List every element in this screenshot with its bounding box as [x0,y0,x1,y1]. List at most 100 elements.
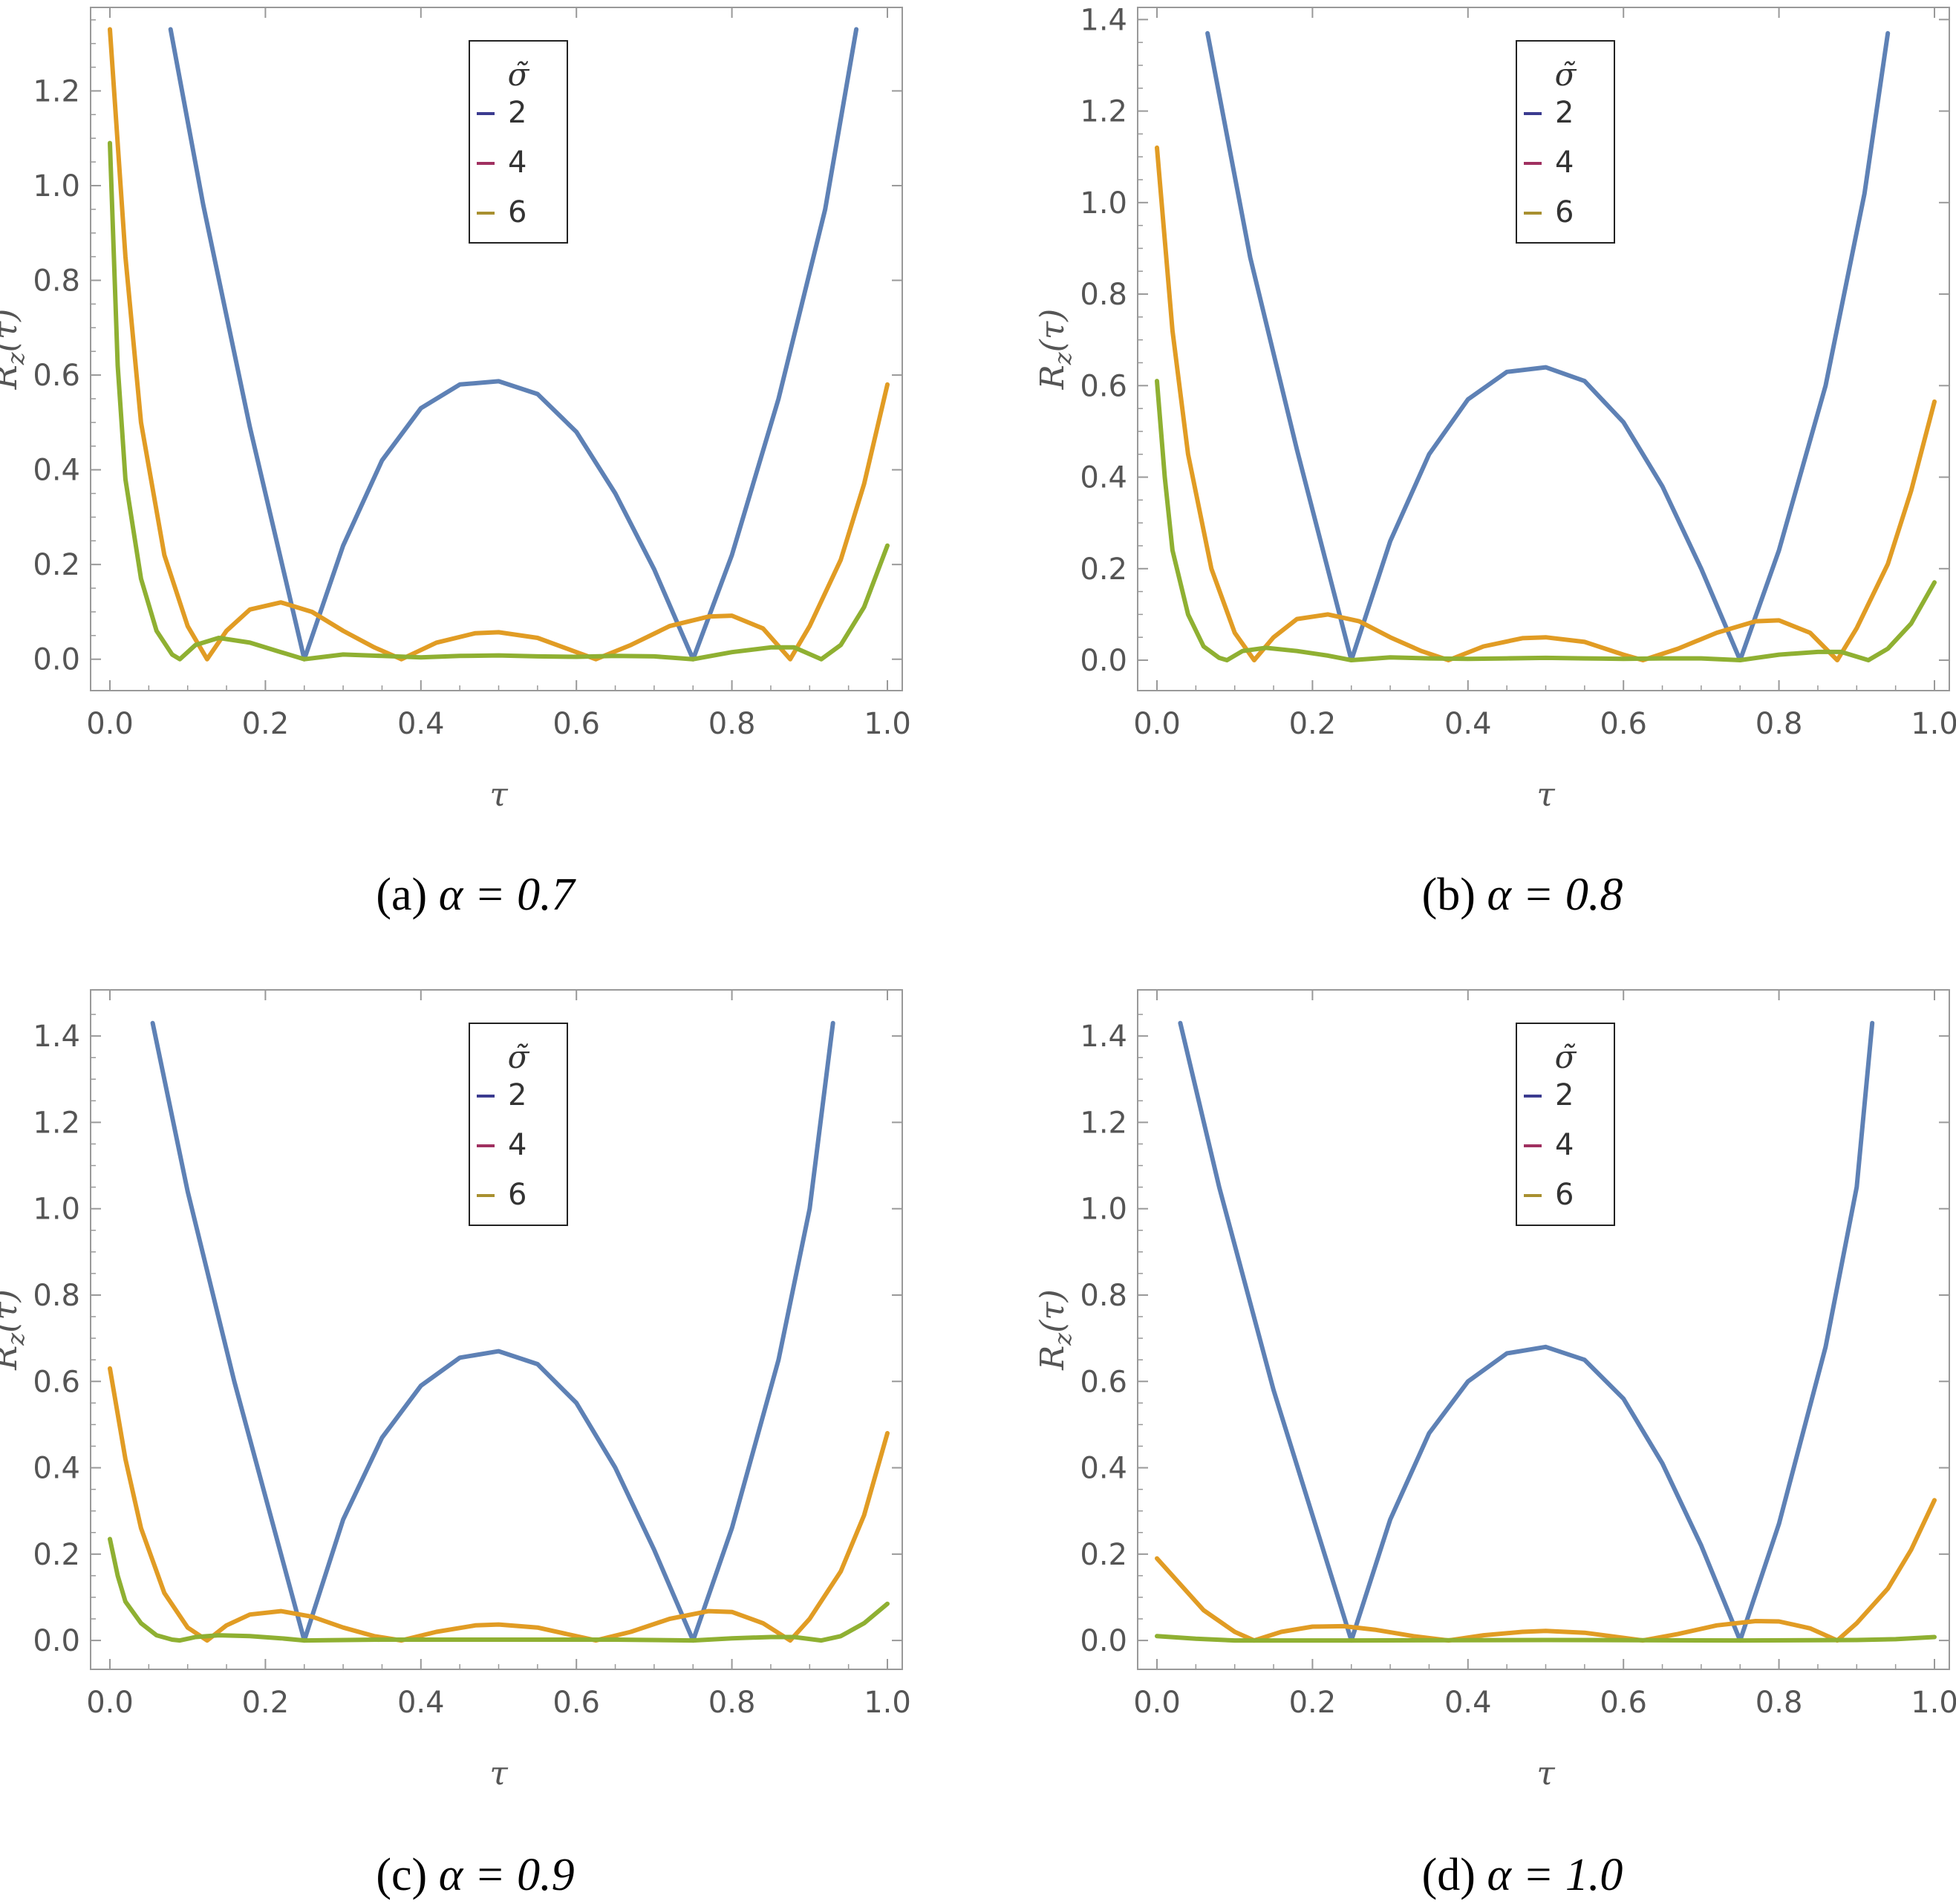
legend-box [1516,1023,1615,1226]
legend-title: σ̃ [508,1039,530,1075]
y-axis-label-subscript: z [1049,351,1077,365]
x-tick-label: 0.8 [1755,1686,1803,1720]
legend-entry-4: 4 [508,146,527,180]
legend: σ̃2 4 6 [1516,40,1615,244]
y-tick-label: 0.4 [1080,1452,1127,1486]
series-line-6 [108,1536,890,1643]
y-tick-label: 0.4 [1080,461,1127,495]
y-tick-label: 1.0 [1080,1193,1127,1227]
y-tick-label: 1.4 [1080,3,1127,37]
y-tick-label: 1.0 [33,169,80,203]
y-tick-label: 1.2 [33,74,80,108]
x-tick-label: 0.0 [86,1686,134,1720]
y-tick-label: 0.8 [1080,278,1127,312]
y-axis-label-tail: (τ) [1034,309,1072,353]
chart-panel-a: 0.0 0.2 0.4 0.6 0.8 1.0 1.2 0.0 0.2 0.4 0.6 0.8 1.0 τ… [0,7,911,920]
caption-prefix: (d) [1422,1850,1487,1900]
y-tick-label: 1.0 [1080,186,1127,221]
legend-entry-6: 6 [508,1178,527,1212]
y-tick-label: 1.4 [33,1020,80,1054]
x-tick-label: 0.8 [1755,707,1803,741]
y-tick-label: 1.2 [1080,1106,1127,1140]
y-axis-label: Rz(τ) [0,309,30,391]
legend-entry-6: 6 [1555,195,1574,229]
x-tick-label: 1.0 [864,707,911,741]
caption-param: α = 0.9 [439,1850,575,1900]
y-axis-label-tail: (τ) [1034,1289,1072,1333]
series-line-4 [108,1366,890,1643]
series-line-2 [150,1020,835,1643]
x-tick-label: 0.6 [552,707,600,741]
x-axis-label: τ [1536,1755,1555,1793]
x-tick-label: 0.4 [1444,707,1492,741]
y-axis-label-subscript: z [1,351,30,365]
chart-panel-b: 0.0 0.2 0.4 0.6 0.8 1.0 1.2 1.4 0.0 0.2 0.4 0.6 0.8 1… [1034,3,1956,920]
plot-frame [1137,7,1950,691]
y-axis-label-tail: (τ) [0,309,25,353]
series-line-4 [1155,1498,1937,1643]
chart-panel-d: 0.0 0.2 0.4 0.6 0.8 1.0 1.2 1.4 0.0 0.2 0.4 0.6 0.8 1… [1034,989,1956,1900]
y-tick-label: 0.0 [1080,1624,1127,1658]
y-tick-label: 0.6 [33,1365,80,1399]
x-tick-label: 0.8 [708,1686,756,1720]
series-line-2 [1178,1020,1875,1643]
legend-entry-4: 4 [1555,1128,1574,1162]
x-tick-label: 1.0 [1911,707,1956,741]
y-tick-label: 0.0 [33,1624,80,1658]
caption-prefix: (b) [1422,870,1487,920]
y-tick-label: 0.4 [33,454,80,488]
x-tick-label: 0.0 [86,707,134,741]
y-axis-label: Rz(τ) [1034,1289,1077,1371]
y-tick-label: 0.6 [1080,369,1127,403]
plot-frame [90,989,903,1670]
legend: σ̃2 4 6 [469,40,568,244]
y-tick-label: 0.8 [1080,1279,1127,1313]
panel-caption: (d) α = 1.0 [1422,1850,1623,1900]
y-tick-label: 0.6 [33,359,80,393]
series-line-2 [1205,30,1891,662]
plot-frame [1137,989,1950,1670]
legend: σ̃2 4 6 [469,1023,568,1226]
y-tick-label: 0.0 [33,643,80,677]
y-tick-label: 1.0 [33,1193,80,1227]
x-axis-label: τ [1536,776,1555,814]
y-tick-label: 1.2 [33,1106,80,1140]
x-tick-label: 0.2 [242,707,290,741]
series-line-4 [108,27,890,662]
x-axis-label: τ [489,1755,508,1793]
x-tick-label: 0.4 [397,1686,445,1720]
x-tick-label: 0.0 [1133,707,1181,741]
x-tick-label: 0.4 [1444,1686,1492,1720]
series-line-6 [1155,379,1937,662]
series-line-6 [108,140,890,662]
x-tick-label: 0.6 [1600,707,1647,741]
legend-entry-4: 4 [1555,146,1574,180]
legend-entry-2: 2 [1555,96,1574,130]
x-tick-label: 0.2 [242,1686,290,1720]
legend: σ̃2 4 6 [1516,1023,1615,1226]
legend-entry-4: 4 [508,1128,527,1162]
panel-caption: (b) α = 0.8 [1422,870,1623,920]
y-tick-label: 0.2 [1080,552,1127,587]
y-tick-label: 0.4 [33,1452,80,1486]
x-tick-label: 1.0 [864,1686,911,1720]
x-tick-label: 0.2 [1289,707,1337,741]
y-tick-label: 1.2 [1080,95,1127,129]
panel-caption: (c) α = 0.9 [376,1850,574,1900]
legend-entry-6: 6 [508,195,527,229]
y-tick-label: 0.2 [1080,1538,1127,1572]
caption-param: α = 0.8 [1487,870,1623,920]
y-tick-label: 0.6 [1080,1365,1127,1399]
y-axis-label-tail: (τ) [0,1289,25,1333]
x-tick-label: 0.6 [1600,1686,1647,1720]
y-axis-label-subscript: z [1,1332,30,1346]
series-line-6 [1155,1634,1937,1643]
x-axis-label: τ [489,776,508,814]
y-axis-label: Rz(τ) [1034,309,1077,391]
y-axis-label-subscript: z [1049,1332,1077,1346]
x-tick-label: 1.0 [1911,1686,1956,1720]
legend-title: σ̃ [1555,56,1577,93]
y-tick-label: 0.0 [1080,644,1127,678]
chart-panel-c: 0.0 0.2 0.4 0.6 0.8 1.0 1.2 1.4 0.0 0.2 0.4 0.6 0.8 1… [0,989,911,1900]
